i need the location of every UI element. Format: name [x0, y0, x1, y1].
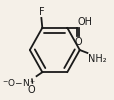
Text: F: F	[38, 7, 44, 17]
Text: O: O	[27, 84, 35, 94]
Text: OH: OH	[77, 17, 92, 27]
Text: NH₂: NH₂	[88, 54, 106, 64]
Text: $^{-}$O$-$N$^{+}$: $^{-}$O$-$N$^{+}$	[2, 77, 35, 89]
Text: O: O	[74, 37, 81, 47]
